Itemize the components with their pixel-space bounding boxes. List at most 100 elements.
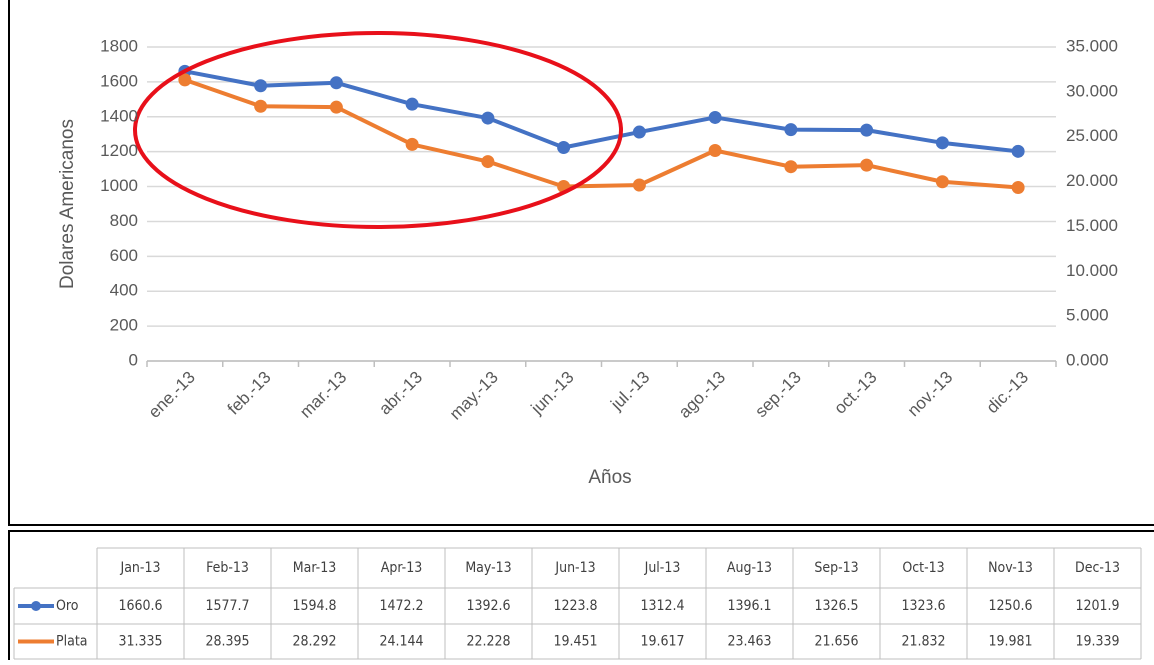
series-marker [860,123,874,137]
x-tick-label: jun.-13 [527,368,578,419]
x-tick-label: ago.-13 [675,368,729,422]
series-marker [1011,144,1025,158]
table-cell: 1396.1 [727,598,771,614]
y-tick-label: 600 [110,246,138,265]
series-marker [860,158,874,172]
grid [146,46,1057,367]
table-cell: 1472.2 [379,598,423,614]
table-header: Sep-13 [814,560,858,576]
x-axis-title: Años [588,467,631,488]
y-tick-label: 1800 [100,36,138,55]
y-tick-label: 400 [110,281,138,300]
table-header: Mar-13 [293,560,336,576]
series-marker [784,123,798,137]
y2-tick-label: 30.000 [1066,81,1118,100]
table-cell: 28.292 [292,634,336,650]
series-line [184,77,1019,190]
table-header: Jul-13 [644,560,681,576]
x-tick-label: sep.-13 [751,368,805,422]
series-marker [481,155,495,169]
y-axis-title: Dolares Americanos [57,119,78,289]
x-tick-label: may.-13 [446,368,502,424]
table-cell: 1323.6 [901,598,945,614]
y-tick-label: 200 [110,316,138,335]
table-header: Jan-13 [120,560,161,576]
table-cell: 1392.6 [466,598,510,614]
y2-tick-label: 35.000 [1066,36,1118,55]
series-marker [935,175,949,189]
data-table: Jan-13 Feb-13 Mar-13 Apr-13 May-13 Jun-13 Jul-… [13,547,1142,660]
y-tick-label: 1600 [100,71,138,90]
table-header: Apr-13 [381,560,422,576]
table-cell: 24.144 [379,634,423,650]
series-marker [481,111,495,125]
y-tick-label: 0 [129,350,138,369]
table-header: May-13 [465,560,511,576]
y2-tick-label: 0.000 [1066,350,1109,369]
series-marker [784,160,798,174]
legend-label: Oro [56,598,79,614]
table-header: Feb-13 [206,560,249,576]
legend-label: Plata [56,634,87,650]
y2-tick-label: 10.000 [1066,261,1118,280]
table-cell: 1660.6 [118,598,162,614]
table-cell: 21.656 [814,634,858,650]
table-cell: 19.339 [1075,634,1119,650]
legend-marker [31,601,41,611]
table-cell: 1312.4 [640,598,684,614]
series-marker [405,137,419,151]
series-marker [1011,181,1025,195]
x-tick-label: mar.-13 [296,368,350,422]
y2-tick-label: 5.000 [1066,306,1109,325]
y2-tick-label: 25.000 [1066,126,1118,145]
y-tick-label: 1400 [100,106,138,125]
series-marker [557,141,571,155]
series-marker [254,99,268,113]
table-cell: 28.395 [205,634,249,650]
table-header: Jun-13 [554,560,595,576]
series-marker [708,144,722,158]
y2-tick-label: 15.000 [1066,216,1118,235]
series-marker [254,79,268,93]
series-marker [178,73,192,87]
table-border [8,530,1154,665]
series-marker [329,76,343,90]
x-tick-label: nov.-13 [904,368,957,421]
table-cell: 19.617 [640,634,684,650]
table-cell: 1223.8 [553,598,597,614]
x-tick-label: feb.-13 [224,368,275,419]
series-marker [329,100,343,114]
table-cell: 1594.8 [292,598,336,614]
table-cell: 1250.6 [988,598,1032,614]
table-cell: 19.451 [553,634,597,650]
table-cell: 21.832 [901,634,945,650]
x-tick-label: jul.-13 [606,368,653,415]
chart-border [8,0,1154,526]
highlight-ellipse [133,31,623,229]
series-marker [632,125,646,139]
y2-tick-label: 20.000 [1066,171,1118,190]
series-line [184,69,1019,154]
y-tick-label: 800 [110,211,138,230]
table-cell: 1577.7 [205,598,249,614]
table-cell: 31.335 [118,634,162,650]
table-header: Dec-13 [1075,560,1120,576]
table-header: Nov-13 [988,560,1033,576]
table-header: Aug-13 [727,560,772,576]
table-cell: 1201.9 [1075,598,1119,614]
x-tick-label: oct.-13 [830,368,880,418]
table-cell: 19.981 [988,634,1032,650]
series-marker [935,136,949,150]
x-tick-label: ene.-13 [145,368,199,422]
series-marker [632,178,646,192]
series-marker [405,97,419,111]
y-tick-label: 1000 [100,176,138,195]
table-cell: 1326.5 [814,598,858,614]
x-tick-label: abr.-13 [375,368,426,419]
table-cell: 23.463 [727,634,771,650]
x-tick-label: dic.-13 [983,368,1033,418]
series-marker [708,110,722,124]
y-tick-label: 1200 [100,141,138,160]
